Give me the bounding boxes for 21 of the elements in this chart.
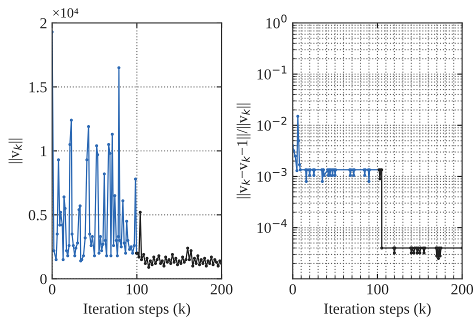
- y-tick-label: 10$^{−1}$: [258, 66, 286, 80]
- x-tick-label: 200: [210, 284, 232, 294]
- x-tick-label: 0: [289, 284, 296, 294]
- y-axis-title: ||v$_{k}$−v$_{k}$−1||/||v$_{k}$||: [236, 104, 251, 198]
- y-tick-label: 0.5: [28, 210, 47, 220]
- x-axis-title: Iteration steps (k): [84, 303, 190, 317]
- y-tick-label: 2: [40, 18, 46, 28]
- y-tick-label: 10$^{−3}$: [258, 168, 287, 182]
- y-axis-title: ||v$_{k}$||: [8, 138, 22, 164]
- y-tick-label: 0: [40, 274, 47, 284]
- y-tick-label: 1: [40, 146, 46, 156]
- y-tick-label: 10$^{−2}$: [258, 116, 286, 131]
- x-tick-label: 100: [367, 284, 388, 294]
- y-tick-label: 10$^{0}$: [266, 14, 287, 28]
- x-tick-label: 0: [48, 284, 56, 294]
- text: ×10⁴: [53, 8, 78, 18]
- x-tick-label: 200: [451, 284, 474, 294]
- x-tick-label: 100: [126, 284, 148, 294]
- x-axis-title: Iteration steps (k): [324, 303, 431, 317]
- y-tick-label: 10$^{−4}$: [258, 219, 287, 233]
- y-tick-label: 1.5: [30, 82, 47, 92]
